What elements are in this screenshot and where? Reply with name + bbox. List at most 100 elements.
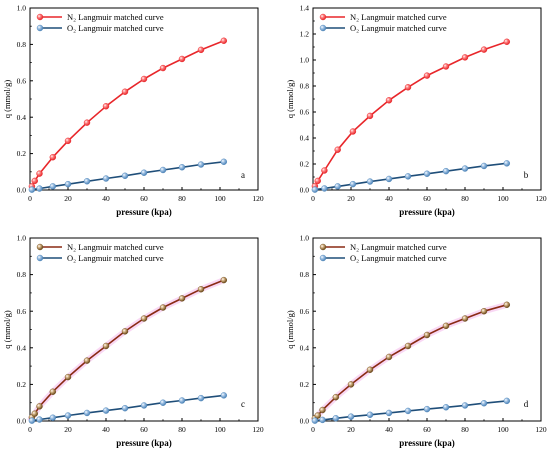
x-tick-label: 20	[347, 425, 355, 434]
data-point-n2	[220, 276, 228, 284]
data-point-o2	[140, 169, 148, 176]
legend-label: O₂ Langmuir matched curve	[67, 23, 164, 33]
data-point-o2	[480, 162, 488, 170]
data-point-o2	[347, 413, 355, 420]
data-point-o2	[385, 175, 393, 183]
data-point-n2	[159, 304, 167, 311]
data-point-n2	[121, 328, 129, 335]
data-point-n2	[480, 46, 488, 53]
data-point-o2	[442, 167, 450, 175]
chart-panel-c: 0 20 40 60 80 100 120 0.0 0.2 0.4 0.6 0.8 1.0 pressur…	[2, 234, 264, 448]
data-point-n2	[121, 88, 129, 95]
y-tick-label: 0.0	[300, 186, 310, 195]
y-tick-label: 0.6	[300, 108, 310, 117]
legend-label: N₂ Langmuir matched curve	[350, 12, 447, 22]
y-tick-label: 0.8	[300, 270, 310, 279]
y-tick-label: 0.6	[300, 307, 310, 316]
curve-highlight	[27, 277, 225, 423]
y-axis-label: q (mmol/g)	[285, 310, 295, 349]
data-point-n2	[442, 322, 450, 330]
data-point-o2	[503, 397, 510, 405]
legend-marker	[36, 243, 44, 251]
y-tick-label: 0.0	[17, 186, 27, 195]
x-tick-label: 20	[347, 194, 355, 203]
data-point-o2	[349, 180, 357, 188]
x-tick-label: 80	[461, 194, 469, 203]
data-point-n2	[404, 342, 412, 350]
data-point-o2	[121, 404, 129, 412]
data-point-o2	[178, 397, 186, 404]
legend-marker	[36, 13, 44, 21]
data-point-o2	[64, 180, 72, 188]
data-point-n2	[461, 54, 469, 61]
data-point-o2	[366, 178, 374, 185]
data-point-o2	[332, 415, 339, 422]
data-point-n2	[159, 64, 167, 72]
data-point-n2	[385, 353, 393, 361]
x-tick-label: 60	[140, 194, 148, 203]
y-tick-label: 1.4	[300, 4, 310, 13]
y-axis-label: q (mmol/g)	[2, 310, 12, 349]
series-line-n2	[312, 41, 508, 191]
data-point-n2	[349, 128, 357, 135]
y-tick-label: 0.8	[17, 270, 27, 279]
chart-panel-a: 0 20 40 60 80 100 120 0.0 0.2 0.4 0.6 0.8 1.0 pressur…	[2, 4, 264, 217]
data-point-o2	[49, 183, 56, 190]
data-point-n2	[347, 381, 355, 388]
legend-marker	[319, 243, 327, 251]
legend-marker	[319, 13, 327, 21]
y-tick-label: 0.8	[300, 82, 310, 91]
x-tick-label: 100	[497, 425, 509, 434]
y-axis-label: q (mmol/g)	[285, 80, 295, 119]
panel-letter: c	[241, 399, 245, 409]
data-point-n2	[503, 301, 510, 308]
data-point-o2	[311, 417, 319, 424]
y-tick-label: 1.0	[17, 4, 27, 13]
x-tick-label: 60	[423, 194, 431, 203]
data-point-o2	[121, 172, 129, 180]
data-point-n2	[197, 46, 205, 54]
data-point-n2	[140, 75, 148, 83]
y-tick-label: 1.2	[300, 30, 310, 39]
y-axis-label: q (mmol/g)	[2, 80, 12, 119]
x-tick-label: 60	[140, 425, 148, 434]
data-point-n2	[366, 112, 374, 120]
data-point-o2	[442, 404, 450, 411]
data-point-o2	[366, 411, 374, 418]
data-point-o2	[503, 160, 510, 167]
x-tick-label: 0	[311, 194, 315, 203]
x-tick-label: 120	[535, 425, 547, 434]
data-point-n2	[366, 366, 374, 373]
data-point-n2	[178, 55, 186, 63]
data-point-o2	[28, 417, 36, 424]
data-point-n2	[49, 154, 56, 161]
data-point-n2	[314, 177, 321, 185]
x-tick-label: 120	[535, 194, 547, 203]
data-point-o2	[159, 399, 167, 406]
panel-letter: d	[524, 399, 529, 409]
panel-letter: b	[524, 170, 529, 180]
x-axis-label: pressure (kpa)	[116, 207, 171, 217]
x-tick-label: 80	[178, 194, 186, 203]
data-point-o2	[28, 186, 36, 193]
data-point-o2	[49, 414, 56, 421]
data-point-o2	[385, 409, 393, 417]
legend-label: N₂ Langmuir matched curve	[67, 242, 164, 252]
data-point-o2	[36, 416, 43, 423]
y-tick-label: 1.0	[17, 234, 27, 243]
data-point-o2	[423, 405, 431, 413]
data-point-o2	[83, 409, 91, 417]
data-point-n2	[178, 295, 186, 302]
data-point-n2	[102, 342, 110, 350]
data-point-n2	[83, 357, 91, 364]
data-point-o2	[404, 173, 412, 180]
chart-panel-b: 0 20 40 60 80 100 120 0.0 0.2 0.4 0.6 0.8 1.0 1.2 1.4 p…	[285, 4, 547, 217]
data-point-o2	[311, 186, 319, 193]
x-tick-label: 20	[64, 194, 72, 203]
data-point-n2	[102, 103, 110, 110]
x-axis-label: pressure (kpa)	[399, 438, 454, 448]
x-axis-label: pressure (kpa)	[399, 207, 454, 217]
data-point-n2	[49, 388, 56, 395]
plot-frame	[312, 237, 542, 422]
data-point-o2	[321, 185, 328, 192]
